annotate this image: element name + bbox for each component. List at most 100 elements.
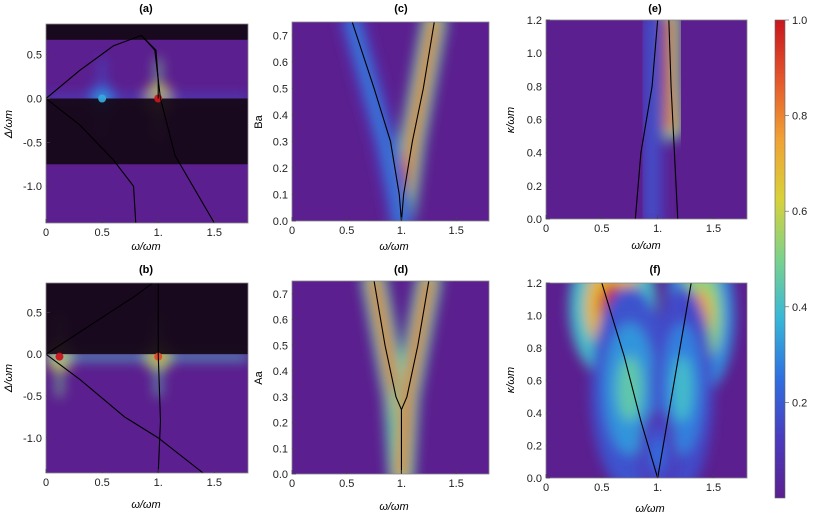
dispersion-curve [46, 283, 153, 355]
colorbar-tick-label: 1.0 [792, 15, 807, 27]
panel-a-plot: 0 0.5 1. 1.5 0.5 0.0 -0.5 -1.0 [23, 23, 249, 239]
y-tick-label: 0.2 [527, 181, 542, 193]
y-tick-label: 0.0 [527, 473, 542, 485]
dispersion-curve [668, 20, 679, 219]
panel-d-plot: 0 0.5 1. 1.5 0.0 0.1 0.2 0.3 0.4 0.5 0.6 0.7 [273, 280, 490, 490]
x-tick-label: 1. [154, 227, 163, 239]
y-tick-label: 0.0 [273, 469, 288, 481]
x-tick-label: 0.5 [594, 482, 609, 494]
x-tick-label: 1.5 [207, 477, 222, 489]
dispersion-curve [351, 22, 402, 221]
ridge-core [349, 22, 404, 221]
y-tick-label: 0.7 [273, 289, 288, 301]
y-tick-label: 0.3 [273, 136, 288, 148]
x-tick-label: 0 [289, 478, 295, 490]
x-tick-label: 0.5 [94, 477, 109, 489]
x-tick-label: 1.5 [706, 482, 721, 494]
y-tick-label: 0.0 [527, 214, 542, 226]
panel-c: (c) 0 0.5 1. 1.5 0.0 0.1 0.2 0.3 0.4 0.5 0.6 0.7 ω/… [253, 3, 490, 253]
x-tick-label: 1. [397, 478, 406, 490]
y-tick-label: 0.1 [273, 189, 288, 201]
x-tick-label: 0 [289, 225, 295, 237]
plot-frame [45, 23, 249, 224]
y-tick-label: -1.0 [23, 433, 42, 445]
panel-c-ylabel: Ba [253, 114, 265, 128]
y-tick-label: 0.6 [527, 376, 542, 388]
y-tick-label: 0.2 [273, 418, 288, 430]
dark-band [46, 283, 248, 355]
y-tick-label: 0.1 [273, 443, 288, 455]
colorbar-tick-label: 0.4 [792, 302, 807, 314]
y-tick-label: 0.2 [273, 163, 288, 175]
x-tick-label: 1. [653, 223, 662, 235]
dispersion-curve [400, 281, 430, 410]
y-tick-label: 0.6 [527, 115, 542, 127]
y-tick-label: 0.4 [273, 110, 288, 122]
y-tick-label: 0.0 [27, 349, 42, 361]
panel-f: (f) 0 0.5 1. 1.50.00.20.40.60.81.01.2 ω/ωm … [505, 264, 748, 515]
x-tick-label: 1. [653, 482, 662, 494]
panel-a-title: (a) [139, 3, 153, 15]
panel-e-plot: 0 0.5 1. 1.5 0.0 0.2 0.4 0.6 0.8 1.0 1.2 [527, 15, 748, 235]
dark-band [46, 24, 248, 40]
y-tick-label: 0.5 [273, 340, 288, 352]
dispersion-curve [46, 353, 204, 473]
y-tick-label: 1.0 [527, 48, 542, 60]
panel-b: (b) 0 0.5 1. 1.5 0.5 0.0 -0.5 -1.0 ω/ωm Δ/ωm [3, 264, 249, 511]
panel-d-title: (d) [394, 264, 408, 276]
panel-c-title: (c) [394, 3, 408, 15]
x-tick-label: 1.5 [706, 223, 721, 235]
panel-c-xlabel: ω/ωm [379, 241, 408, 253]
plot-frame [291, 21, 490, 222]
dispersion-curve [634, 20, 659, 219]
y-tick-label: 1.0 [527, 311, 542, 323]
panel-d-ylabel: Aa [253, 370, 265, 384]
y-tick-label: 0.2 [527, 441, 542, 453]
y-tick-label: 0.5 [27, 50, 42, 62]
y-tick-label: 0.3 [273, 392, 288, 404]
panel-a-ylabel: Δ/ωm [3, 110, 15, 139]
y-tick-label: -1.0 [23, 181, 42, 193]
x-tick-label: 0 [43, 227, 49, 239]
plot-frame [45, 282, 249, 474]
x-tick-label: 1. [397, 225, 406, 237]
ridge-core [666, 20, 674, 131]
panel-f-title: (f) [650, 264, 661, 276]
y-tick-label: 0.4 [273, 366, 288, 378]
y-tick-label: -0.5 [23, 391, 42, 403]
peak-marker [55, 352, 64, 361]
panel-b-ylabel: Δ/ωm [3, 364, 15, 393]
dispersion-curve [140, 35, 215, 223]
dispersion-curve [400, 22, 435, 221]
x-tick-label: 0.5 [339, 225, 354, 237]
y-tick-label: -0.5 [23, 137, 42, 149]
panel-a: (a) 0 0.5 1. 1.5 0.5 0.0 -0.5 -1.0 ω/ωm Δ/ωm [3, 3, 249, 253]
dispersion-curve [657, 283, 692, 478]
dark-band [46, 98, 248, 165]
panel-e: (e) 0 0.5 1. 1.50.00.20.40.60.81.01.2 ω/ωm … [505, 3, 748, 252]
x-tick-label: 1.5 [449, 478, 464, 490]
y-tick-label: 1.2 [527, 278, 542, 290]
colorbar-tick-label: 0.8 [792, 111, 807, 123]
blob-core [617, 355, 643, 422]
y-tick-label: 0.7 [273, 30, 288, 42]
x-tick-label: 0.5 [339, 478, 354, 490]
panel-a-xlabel: ω/ωm [131, 241, 160, 253]
dispersion-curve [373, 281, 402, 474]
x-tick-label: 0 [543, 482, 549, 494]
panel-b-plot: 0 0.5 1. 1.5 0.5 0.0 -0.5 -1.0 [23, 282, 249, 489]
y-tick-label: 0.4 [527, 408, 542, 420]
x-tick-label: 0 [543, 223, 549, 235]
panel-e-xlabel: ω/ωm [631, 240, 660, 252]
panel-b-xlabel: ω/ωm [131, 499, 160, 511]
x-tick-label: 0 [43, 477, 49, 489]
panel-d: (d) 0 0.5 1. 1.5 0.0 0.1 0.2 0.3 0.4 0.5 0.6 0.7 ω/… [253, 264, 490, 513]
y-tick-label: 0.8 [527, 81, 542, 93]
panel-e-ylabel: κ/ωm [505, 107, 517, 133]
panel-c-plot: 0 0.5 1. 1.5 0.0 0.1 0.2 0.3 0.4 0.5 0.6 0.7 [273, 21, 490, 237]
colorbar-tick-label: 0.2 [792, 397, 807, 409]
panel-f-plot: 0 0.5 1. 1.5 0.0 0.2 0.4 0.6 0.8 1.0 1.2 [527, 278, 748, 494]
panel-f-xlabel: ω/ωm [635, 503, 664, 515]
y-tick-label: 0.5 [27, 307, 42, 319]
